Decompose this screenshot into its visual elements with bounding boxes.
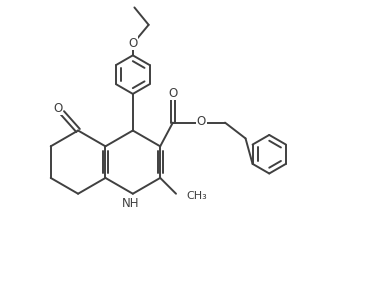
Text: NH: NH <box>122 197 140 210</box>
Text: O: O <box>197 115 206 128</box>
Text: O: O <box>53 102 62 115</box>
Text: O: O <box>168 87 177 100</box>
Text: O: O <box>128 37 137 50</box>
Text: CH₃: CH₃ <box>187 191 208 201</box>
